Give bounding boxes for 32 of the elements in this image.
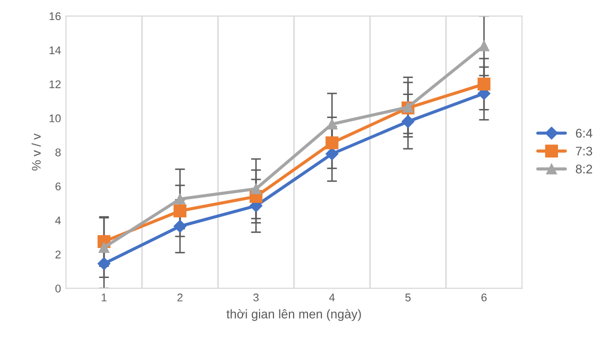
- point: [174, 220, 186, 233]
- point: [250, 183, 262, 194]
- x-tick-label: 5: [405, 294, 411, 302]
- legend-label: 8:2: [576, 164, 592, 174]
- y-tick-label: 2: [56, 250, 61, 258]
- point: [98, 257, 110, 270]
- legend-label: 6:4: [576, 128, 592, 138]
- y-tick-label: 0: [55, 284, 61, 292]
- x-tick-label: 2: [177, 294, 183, 302]
- x-axis-title: thời gian lên men (ngày): [226, 309, 361, 321]
- y-tick-label: 14: [50, 46, 61, 54]
- point: [174, 194, 186, 204]
- point: [326, 118, 338, 130]
- x-tick-label: 6: [481, 294, 487, 302]
- point: [402, 115, 414, 128]
- point: [478, 40, 490, 52]
- y-tick-label: 12: [50, 80, 61, 88]
- point: [326, 147, 338, 160]
- legend-label: 7:3: [576, 146, 592, 156]
- y-tick-label: 16: [50, 12, 61, 20]
- y-tick-label: 10: [50, 114, 61, 122]
- x-tick-label: 3: [253, 294, 259, 302]
- y-tick-label: 6: [56, 182, 61, 190]
- point: [478, 78, 490, 91]
- y-tick-label: 4: [55, 216, 61, 224]
- point: [98, 242, 110, 253]
- point: [326, 136, 338, 150]
- point: [174, 204, 186, 218]
- y-axis-title: % v / v: [32, 133, 41, 170]
- x-tick-label: 4: [329, 294, 335, 302]
- x-tick-label: 1: [102, 294, 107, 302]
- y-tick-label: 8: [55, 148, 61, 156]
